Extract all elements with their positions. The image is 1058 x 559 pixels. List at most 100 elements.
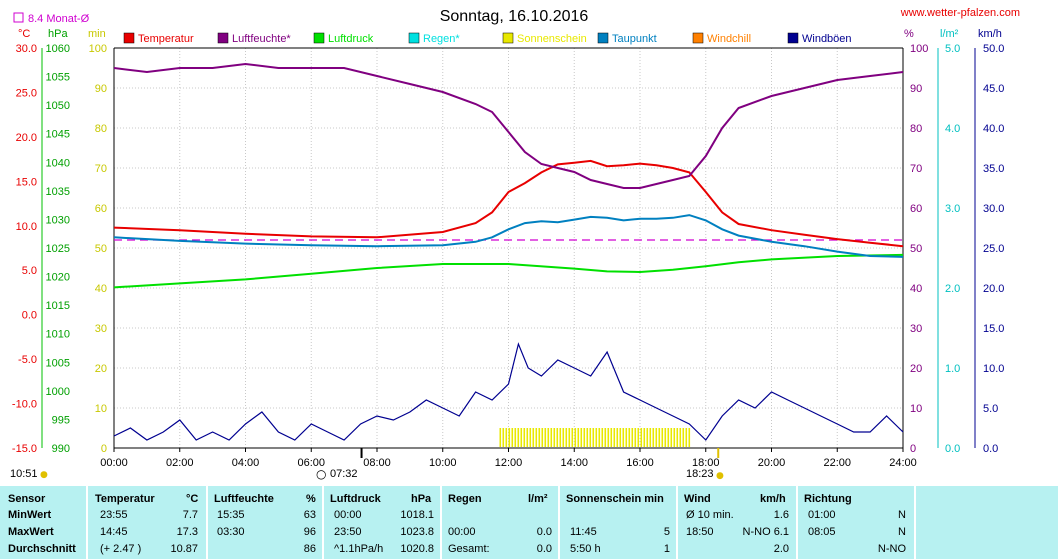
- sunset-label: 18:23: [686, 468, 714, 480]
- x-tick-label: 18:00: [692, 457, 720, 469]
- x-tick-label: 08:00: [363, 457, 391, 469]
- pressure-tick-label: 1050: [46, 100, 70, 112]
- header-wind-unit: km/h: [760, 493, 786, 505]
- stats-table: Sensor Temperatur °C Luftfeuchte % Luftd…: [0, 486, 1058, 559]
- wind-tick-label: 50.0: [983, 43, 1004, 55]
- sunrise-label: 07:32: [330, 468, 358, 480]
- website-label: www.wetter-pfalzen.com: [900, 7, 1020, 19]
- legend-label: Windchill: [707, 33, 751, 45]
- stats-cell-hum-time: 15:35: [217, 509, 245, 521]
- x-tick-label: 16:00: [626, 457, 654, 469]
- stats-cell-dir-val: N: [898, 526, 906, 538]
- axis-tick-labels: -15.0 -10.0 -5.0 0.0 5.0 10.0 15.0 20.0 25.0 30.0…: [12, 43, 1005, 469]
- legend-label: Regen*: [423, 33, 460, 45]
- temp-unit-label: °C: [18, 28, 30, 40]
- legend-label: Temperatur: [138, 33, 194, 45]
- header-direction: Richtung: [804, 493, 852, 505]
- rain-tick-label: 4.0: [945, 123, 960, 135]
- humidity-tick-label: 10: [910, 403, 922, 415]
- wind-tick-label: 30.0: [983, 203, 1004, 215]
- x-tick-label: 12:00: [495, 457, 523, 469]
- series-line-windben: [113, 342, 904, 441]
- series-line-taupunkt: [113, 214, 904, 258]
- pressure-tick-label: 1045: [46, 129, 70, 141]
- stats-cell-hum-val: 86: [303, 543, 316, 555]
- legend-swatch: [787, 32, 799, 44]
- header-temperature: Temperatur: [95, 493, 155, 505]
- stats-cell-press-val: 1020.8: [400, 543, 434, 555]
- temperature-tick-label: -15.0: [12, 443, 37, 455]
- x-tick-label: 04:00: [232, 457, 260, 469]
- sunshine-tick-label: 20: [95, 363, 107, 375]
- temperature-tick-label: 15.0: [16, 176, 37, 188]
- temperature-tick-label: 0.0: [22, 310, 37, 322]
- header-rain-unit: l/m²: [528, 493, 548, 505]
- stats-cell-sun-time: 5:50 h: [570, 543, 601, 555]
- stats-cell-wind-val: 2.0: [773, 543, 789, 555]
- legend-swatch: [692, 32, 704, 44]
- stats-cell-label: MaxWert: [8, 526, 54, 538]
- chart-series: [113, 62, 904, 458]
- humidity-tick-label: 30: [910, 323, 922, 335]
- pressure-tick-label: 990: [52, 443, 70, 455]
- header-sun: Sonnenschein min: [566, 493, 664, 505]
- legend-swatch: [217, 32, 229, 44]
- sunset-icon: ●: [716, 471, 724, 481]
- stats-cell-press-val: 1023.8: [400, 526, 434, 538]
- wind-unit-label: km/h: [978, 28, 1002, 40]
- weather-chart: -15.0 -10.0 -5.0 0.0 5.0 10.0 15.0 20.0 25.0 30.0…: [10, 7, 1020, 481]
- rain-tick-label: 1.0: [945, 363, 960, 375]
- series-line-luftdruck: [113, 253, 904, 289]
- stats-cell-label: MinWert: [8, 509, 52, 521]
- stats-cell-dir-val: N-NO: [877, 543, 906, 555]
- wind-tick-label: 45.0: [983, 83, 1004, 95]
- header-hum-unit: %: [306, 493, 316, 505]
- pressure-tick-label: 1015: [46, 300, 70, 312]
- sunshine-tick-label: 100: [89, 43, 107, 55]
- pressure-tick-label: 1035: [46, 186, 70, 198]
- stats-cell-press-time: ^1.1hPa/h: [334, 543, 384, 555]
- legend-swatch: [597, 32, 609, 44]
- stats-cell-rain-time: 00:00: [448, 526, 476, 538]
- temperature-tick-label: 20.0: [16, 132, 37, 144]
- legend-label: Luftdruck: [328, 33, 374, 45]
- chart-title: Sonntag, 16.10.2016: [440, 8, 589, 25]
- temperature-tick-label: 5.0: [22, 265, 37, 277]
- stats-cell-temp-val: 17.3: [176, 526, 198, 538]
- header-wind: Wind: [684, 493, 711, 505]
- pressure-tick-label: 1020: [46, 272, 70, 284]
- stats-cell-press-time: 23:50: [334, 526, 362, 538]
- stats-cell-temp-time: (+ 2.47 ): [100, 543, 142, 555]
- daylength-label: 10:51: [10, 468, 38, 480]
- stats-cell-dir-time: 08:05: [808, 526, 836, 538]
- sunshine-tick-label: 0: [101, 443, 107, 455]
- stats-cell-rain-val: 0.0: [536, 526, 552, 538]
- x-tick-label: 02:00: [166, 457, 194, 469]
- header-humidity: Luftfeuchte: [214, 493, 274, 505]
- header-sensor: Sensor: [8, 493, 46, 505]
- stats-cell-temp-time: 23:55: [100, 509, 128, 521]
- wind-tick-label: 40.0: [983, 123, 1004, 135]
- chart-legend: Temperatur Luftfeuchte* Luftdruck Regen* Son…: [123, 32, 852, 45]
- stats-cell-wind-val: N-NO 6.1: [742, 526, 789, 538]
- pressure-tick-label: 1040: [46, 157, 70, 169]
- stats-cell-sun-val: 1: [663, 543, 670, 555]
- x-tick-label: 22:00: [823, 457, 851, 469]
- sunshine-tick-label: 70: [95, 163, 107, 175]
- legend-swatch: [502, 32, 514, 44]
- temperature-tick-label: 30.0: [16, 43, 37, 55]
- legend-label: Windböen: [802, 33, 852, 45]
- pressure-tick-label: 995: [52, 414, 70, 426]
- stats-cell-sun-time: 11:45: [570, 526, 597, 538]
- stats-cell-hum-val: 63: [303, 509, 316, 521]
- sunshine-tick-label: 40: [95, 283, 107, 295]
- stats-cell-press-val: 1018.1: [400, 509, 434, 521]
- pressure-tick-label: 1010: [46, 329, 70, 341]
- sunshine-tick-label: 60: [95, 203, 107, 215]
- humidity-unit-label: %: [904, 28, 914, 40]
- header-temp-unit: °C: [186, 493, 199, 505]
- humidity-tick-label: 40: [910, 283, 922, 295]
- stats-cell-wind-val: 1.6: [773, 509, 789, 521]
- stats-cell-wind-time: Ø 10 min.: [686, 509, 734, 521]
- series-line-temperatur: [113, 159, 904, 248]
